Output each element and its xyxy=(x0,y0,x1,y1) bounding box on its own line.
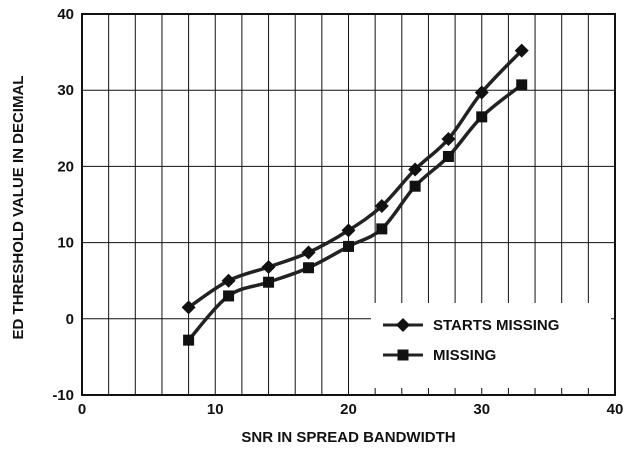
x-tick-label: 10 xyxy=(207,401,224,418)
x-tick-label: 20 xyxy=(340,401,357,418)
y-tick-label: 40 xyxy=(57,6,74,23)
legend-background xyxy=(371,303,611,388)
legend-label: MISSING xyxy=(433,347,496,364)
data-point-diamond xyxy=(441,131,456,146)
plot-frame xyxy=(81,13,616,396)
data-point-diamond xyxy=(181,300,196,315)
x-tick-label: 40 xyxy=(607,401,624,418)
series-2 xyxy=(183,79,528,346)
legend-entry: MISSING xyxy=(383,347,496,364)
data-point-diamond xyxy=(374,199,389,214)
legend-entry: STARTS MISSING xyxy=(383,317,559,334)
data-point-diamond xyxy=(408,162,423,177)
data-point-diamond xyxy=(261,259,276,274)
legend-label: STARTS MISSING xyxy=(433,317,559,334)
data-point-diamond xyxy=(221,273,236,288)
data-point-diamond xyxy=(474,85,489,100)
x-axis-ticks: 0 10 20 30 40 xyxy=(78,401,624,418)
data-point-square xyxy=(442,150,454,162)
legend: STARTS MISSING MISSING xyxy=(371,303,611,388)
x-tick-label: 30 xyxy=(473,401,490,418)
y-tick-label: 20 xyxy=(57,158,74,175)
series-line xyxy=(187,83,523,342)
data-point-square xyxy=(303,262,315,274)
data-point-square xyxy=(516,79,528,91)
y-axis-ticks: -10 0 10 20 30 40 xyxy=(52,6,74,404)
data-point-square xyxy=(183,334,195,346)
y-tick-label: -10 xyxy=(52,387,74,404)
legend-marker-square xyxy=(397,349,409,361)
x-axis-label: SNR IN SPREAD BANDWIDTH xyxy=(241,429,455,446)
legend-marker-diamond xyxy=(396,318,410,332)
y-tick-label: 0 xyxy=(66,311,74,328)
data-point-square xyxy=(343,240,354,252)
data-point-square xyxy=(263,276,275,288)
y-axis-label: ED THRESHOLD VALUE IN DECIMAL xyxy=(10,76,27,340)
data-point-diamond xyxy=(301,245,316,260)
x-tick-label: 0 xyxy=(78,401,86,418)
y-tick-label: 10 xyxy=(57,235,74,252)
series-group xyxy=(181,43,529,346)
data-point-square xyxy=(376,223,388,235)
data-point-diamond xyxy=(341,223,356,238)
data-point-square xyxy=(409,180,421,192)
series-line xyxy=(187,49,523,309)
y-tick-label: 30 xyxy=(57,82,74,99)
legend-items: STARTS MISSING MISSING xyxy=(383,317,559,364)
data-point-diamond xyxy=(514,43,529,58)
series-1 xyxy=(181,43,529,315)
data-point-square xyxy=(476,111,488,123)
data-point-square xyxy=(223,290,235,302)
